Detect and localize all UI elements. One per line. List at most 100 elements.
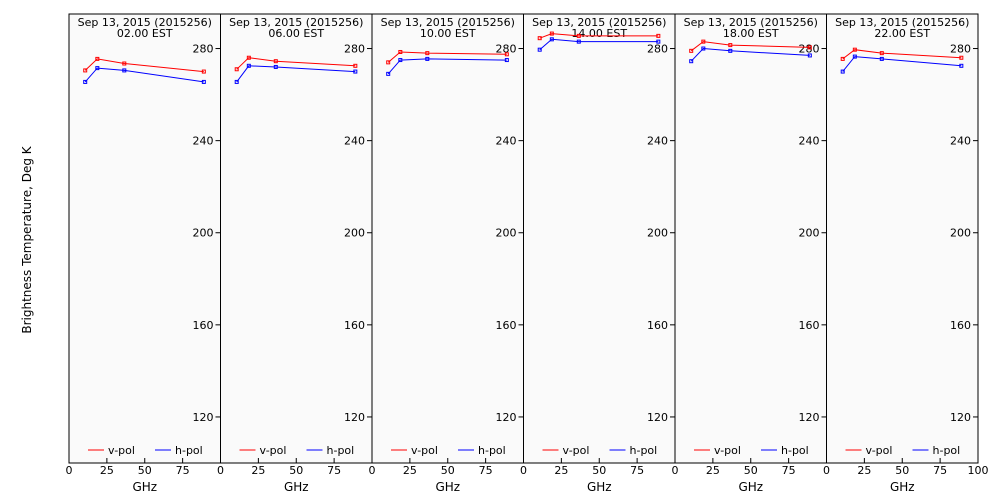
- data-point-v-pol: [537, 36, 542, 41]
- data-point-h-pol: [246, 63, 251, 68]
- y-tick-label: 200: [647, 227, 668, 240]
- data-point-v-pol: [840, 56, 845, 61]
- legend-label-h-pol: h-pol: [478, 444, 506, 457]
- panel-title-date: Sep 13, 2015 (2015256): [229, 16, 363, 29]
- y-tick-label: 280: [647, 43, 668, 56]
- x-tick-label: 25: [251, 464, 265, 477]
- x-tick-label: 50: [592, 464, 606, 477]
- series-line-h-pol: [539, 38, 659, 51]
- y-axis-title: Brightness Temperature, Deg K: [20, 145, 34, 333]
- panel-title-date: Sep 13, 2015 (2015256): [381, 16, 515, 29]
- x-tick-label: 0: [823, 464, 830, 477]
- legend-label-v-pol: v-pol: [866, 444, 893, 457]
- plot-frame: [826, 13, 979, 464]
- data-point-h-pol: [576, 39, 581, 44]
- legend-label-v-pol: v-pol: [563, 444, 590, 457]
- panel-title-date: Sep 13, 2015 (2015256): [684, 16, 818, 29]
- panels-group: Sep 13, 2015 (2015256)02.00 EST120160200…: [66, 13, 989, 494]
- data-point-v-pol: [504, 52, 509, 57]
- data-point-v-pol: [95, 56, 100, 61]
- x-tick-label: 75: [630, 464, 644, 477]
- x-tick-label: 25: [403, 464, 417, 477]
- panel-title-date: Sep 13, 2015 (2015256): [835, 16, 969, 29]
- data-point-v-pol: [728, 43, 733, 48]
- legend-label-h-pol: h-pol: [175, 444, 203, 457]
- y-tick-label: 240: [647, 135, 668, 148]
- data-point-v-pol: [879, 51, 884, 56]
- data-point-v-pol: [201, 69, 206, 74]
- y-tick-label: 200: [799, 227, 820, 240]
- data-point-v-pol: [83, 68, 88, 73]
- data-point-h-pol: [701, 46, 706, 51]
- data-point-h-pol: [398, 58, 403, 63]
- legend-label-h-pol: h-pol: [327, 444, 355, 457]
- data-point-v-pol: [959, 55, 964, 60]
- x-tick-label: 25: [100, 464, 114, 477]
- data-point-h-pol: [353, 69, 358, 74]
- data-point-h-pol: [95, 66, 100, 71]
- panel-title-time: 22.00 EST: [874, 27, 930, 40]
- panel-title-time: 10.00 EST: [420, 27, 476, 40]
- x-tick-label: 25: [706, 464, 720, 477]
- panel-1: Sep 13, 2015 (2015256)02.00 EST 120 160 200…: [66, 13, 221, 494]
- x-tick-label: 75: [933, 464, 947, 477]
- plot-frame: [220, 13, 373, 464]
- data-point-h-pol: [840, 69, 845, 74]
- y-tick-label: 120: [193, 411, 214, 424]
- data-point-h-pol: [273, 64, 278, 69]
- legend-label-v-pol: v-pol: [714, 444, 741, 457]
- panel-title-date: Sep 13, 2015 (2015256): [78, 16, 212, 29]
- data-point-v-pol: [353, 63, 358, 68]
- series-line-h-pol: [236, 65, 356, 83]
- legend-label-h-pol: h-pol: [781, 444, 809, 457]
- x-tick-label: 50: [744, 464, 758, 477]
- x-tick-label: 50: [895, 464, 909, 477]
- data-point-v-pol: [246, 55, 251, 60]
- data-point-v-pol: [549, 31, 554, 36]
- x-axis-title: GHz: [890, 480, 915, 494]
- y-tick-label: 280: [496, 43, 517, 56]
- series-line-v-pol: [539, 33, 659, 39]
- x-tick-label: 0: [217, 464, 224, 477]
- y-tick-label: 160: [647, 319, 668, 332]
- x-tick-label: 0: [369, 464, 376, 477]
- x-axis-title: GHz: [587, 480, 612, 494]
- data-point-h-pol: [807, 53, 812, 58]
- plot-frame: [68, 13, 221, 464]
- data-point-h-pol: [201, 79, 206, 84]
- series-line-v-pol: [690, 41, 810, 52]
- legend-label-h-pol: h-pol: [933, 444, 961, 457]
- y-tick-label: 200: [496, 227, 517, 240]
- y-tick-label: 280: [193, 43, 214, 56]
- y-tick-label: 200: [193, 227, 214, 240]
- y-tick-label: 120: [647, 411, 668, 424]
- data-point-h-pol: [234, 79, 239, 84]
- panel-3: Sep 13, 2015 (2015256)10.00 EST 120 160 200…: [369, 13, 524, 494]
- y-tick-label: 280: [344, 43, 365, 56]
- data-point-h-pol: [656, 39, 661, 44]
- data-point-h-pol: [122, 68, 127, 73]
- panel-2: Sep 13, 2015 (2015256)06.00 EST 120 160 200…: [217, 13, 373, 494]
- series-line-h-pol: [387, 58, 507, 75]
- y-tick-label: 160: [193, 319, 214, 332]
- x-tick-label: 75: [176, 464, 190, 477]
- data-point-h-pol: [549, 37, 554, 42]
- data-point-v-pol: [234, 67, 239, 72]
- legend-label-h-pol: h-pol: [630, 444, 658, 457]
- y-tick-label: 120: [344, 411, 365, 424]
- panel-title-date: Sep 13, 2015 (2015256): [532, 16, 666, 29]
- y-tick-label: 280: [950, 43, 971, 56]
- y-tick-label: 160: [950, 319, 971, 332]
- plot-frame: [371, 13, 524, 464]
- x-axis-title: GHz: [132, 480, 157, 494]
- x-tick-label: 50: [441, 464, 455, 477]
- legend-label-v-pol: v-pol: [260, 444, 287, 457]
- panel-4: Sep 13, 2015 (2015256)14.00 EST 120 160 200…: [520, 13, 676, 494]
- panel-title-time: 02.00 EST: [117, 27, 173, 40]
- x-tick-label: 75: [782, 464, 796, 477]
- x-tick-label: 0: [520, 464, 527, 477]
- y-tick-label: 160: [496, 319, 517, 332]
- series-line-v-pol: [84, 58, 204, 73]
- x-tick-label: 25: [554, 464, 568, 477]
